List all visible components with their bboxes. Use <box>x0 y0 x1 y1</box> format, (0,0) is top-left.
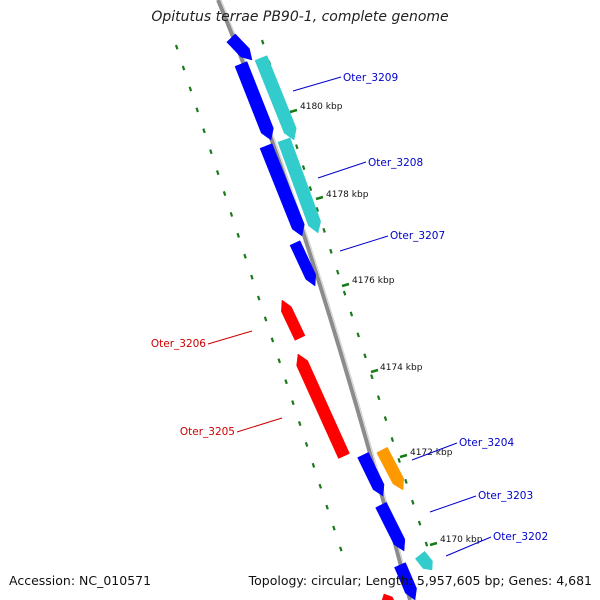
gc-dash <box>195 107 199 113</box>
gc-dash <box>284 379 288 385</box>
gc-dash <box>301 165 306 171</box>
gene-label[interactable]: Oter_3208 <box>368 157 423 169</box>
scale-tick-label: 4174 kbp <box>380 363 423 373</box>
gene-leader-line <box>429 495 477 513</box>
gc-skew-track <box>174 39 429 552</box>
scale-tick-label: 4180 kbp <box>300 102 343 112</box>
gc-dash <box>383 416 388 422</box>
gc-dash <box>339 546 343 552</box>
gene-labels: Oter_3209 Oter_3208 Oter_3207 Oter_3206 Oter… <box>151 72 548 557</box>
gc-dash <box>336 269 340 275</box>
gc-dash <box>404 478 408 484</box>
gc-dash <box>291 400 295 406</box>
gc-dash <box>202 128 206 134</box>
gc-dash <box>304 441 309 447</box>
gene-leader-line <box>207 330 253 345</box>
gene-leader-line <box>236 417 283 433</box>
gc-dash <box>222 191 227 196</box>
gene-arrow[interactable] <box>357 452 385 497</box>
scale-tick-mark <box>315 195 324 201</box>
gc-dash <box>256 295 261 301</box>
scale-tick-label: 4170 kbp <box>440 535 483 545</box>
gene-label[interactable]: Oter_3205 <box>180 426 235 438</box>
scale-tick-mark <box>370 368 379 374</box>
scale-tick-mark <box>341 282 350 288</box>
scale-tick-label: 4178 kbp <box>326 190 369 200</box>
gc-dash <box>390 437 395 443</box>
gc-dash <box>215 170 220 176</box>
gene-arrow[interactable] <box>226 33 253 61</box>
scale-tick-mark <box>399 453 408 459</box>
gc-dash <box>322 227 326 233</box>
gc-dash <box>243 253 247 259</box>
gc-dash <box>311 462 316 468</box>
gene-arrow[interactable] <box>254 55 297 141</box>
accession-text: Accession: NC_010571 <box>9 573 152 588</box>
gene-arrow[interactable] <box>259 143 305 237</box>
gene-label[interactable]: Oter_3209 <box>343 72 398 84</box>
gc-dash <box>277 358 281 364</box>
gene-label[interactable]: Oter_3207 <box>390 230 445 242</box>
gene-arrow[interactable] <box>394 562 417 600</box>
gc-dash <box>329 248 333 254</box>
gene-arrow[interactable] <box>381 593 397 600</box>
gc-dash <box>356 332 360 338</box>
scale-tick-mark <box>289 108 298 114</box>
gc-dash <box>397 457 401 463</box>
map-title: Opitutus terrae PB90-1, complete genome <box>151 9 449 25</box>
gc-dash <box>424 541 429 547</box>
gene-leader-line <box>445 536 492 557</box>
gc-dash <box>417 520 422 526</box>
gc-dash <box>174 44 179 50</box>
gc-dash <box>370 374 374 380</box>
gc-dash <box>325 504 329 510</box>
gene-arrow[interactable] <box>376 446 404 491</box>
genome-summary-text: Topology: circular; Length: 5,957,605 bp… <box>248 573 592 588</box>
gc-dash <box>250 274 254 280</box>
gc-dash <box>308 186 313 192</box>
gc-dash <box>315 206 320 212</box>
gc-dash <box>332 525 336 531</box>
gc-dash <box>342 290 347 296</box>
gc-dash <box>363 353 367 359</box>
scale-tick-mark <box>429 541 438 547</box>
gc-dash <box>318 483 323 489</box>
gene-arrow[interactable] <box>414 550 433 571</box>
gc-dash <box>270 337 275 343</box>
gc-dash <box>236 232 240 238</box>
gc-dash <box>229 211 234 217</box>
gc-dash <box>263 316 268 322</box>
gene-leader-line <box>411 442 458 461</box>
gene-arrow[interactable] <box>289 240 317 287</box>
gc-dash <box>376 395 381 401</box>
gene-label[interactable]: Oter_3203 <box>478 490 533 502</box>
gc-dash <box>209 149 213 155</box>
gc-dash <box>181 65 186 71</box>
gene-leader-line <box>339 235 389 252</box>
gene-arrow[interactable] <box>296 353 350 459</box>
gc-dash <box>349 311 354 317</box>
gc-dash <box>411 499 415 505</box>
gc-dash <box>295 144 299 150</box>
gene-label[interactable]: Oter_3206 <box>151 338 206 350</box>
gene-leader-line <box>317 161 367 179</box>
gc-dash <box>260 39 265 45</box>
gene-arrow[interactable] <box>234 61 274 141</box>
gene-arrow[interactable] <box>277 137 321 234</box>
gene-arrow[interactable] <box>281 299 306 341</box>
gene-label[interactable]: Oter_3204 <box>459 437 514 449</box>
gene-label[interactable]: Oter_3202 <box>493 531 548 543</box>
gene-track <box>226 33 433 600</box>
scale-tick-label: 4176 kbp <box>352 276 395 286</box>
gc-dash <box>188 86 193 92</box>
gene-arrow[interactable] <box>375 501 406 552</box>
gc-dash <box>298 421 302 427</box>
gene-leader-line <box>292 76 342 92</box>
